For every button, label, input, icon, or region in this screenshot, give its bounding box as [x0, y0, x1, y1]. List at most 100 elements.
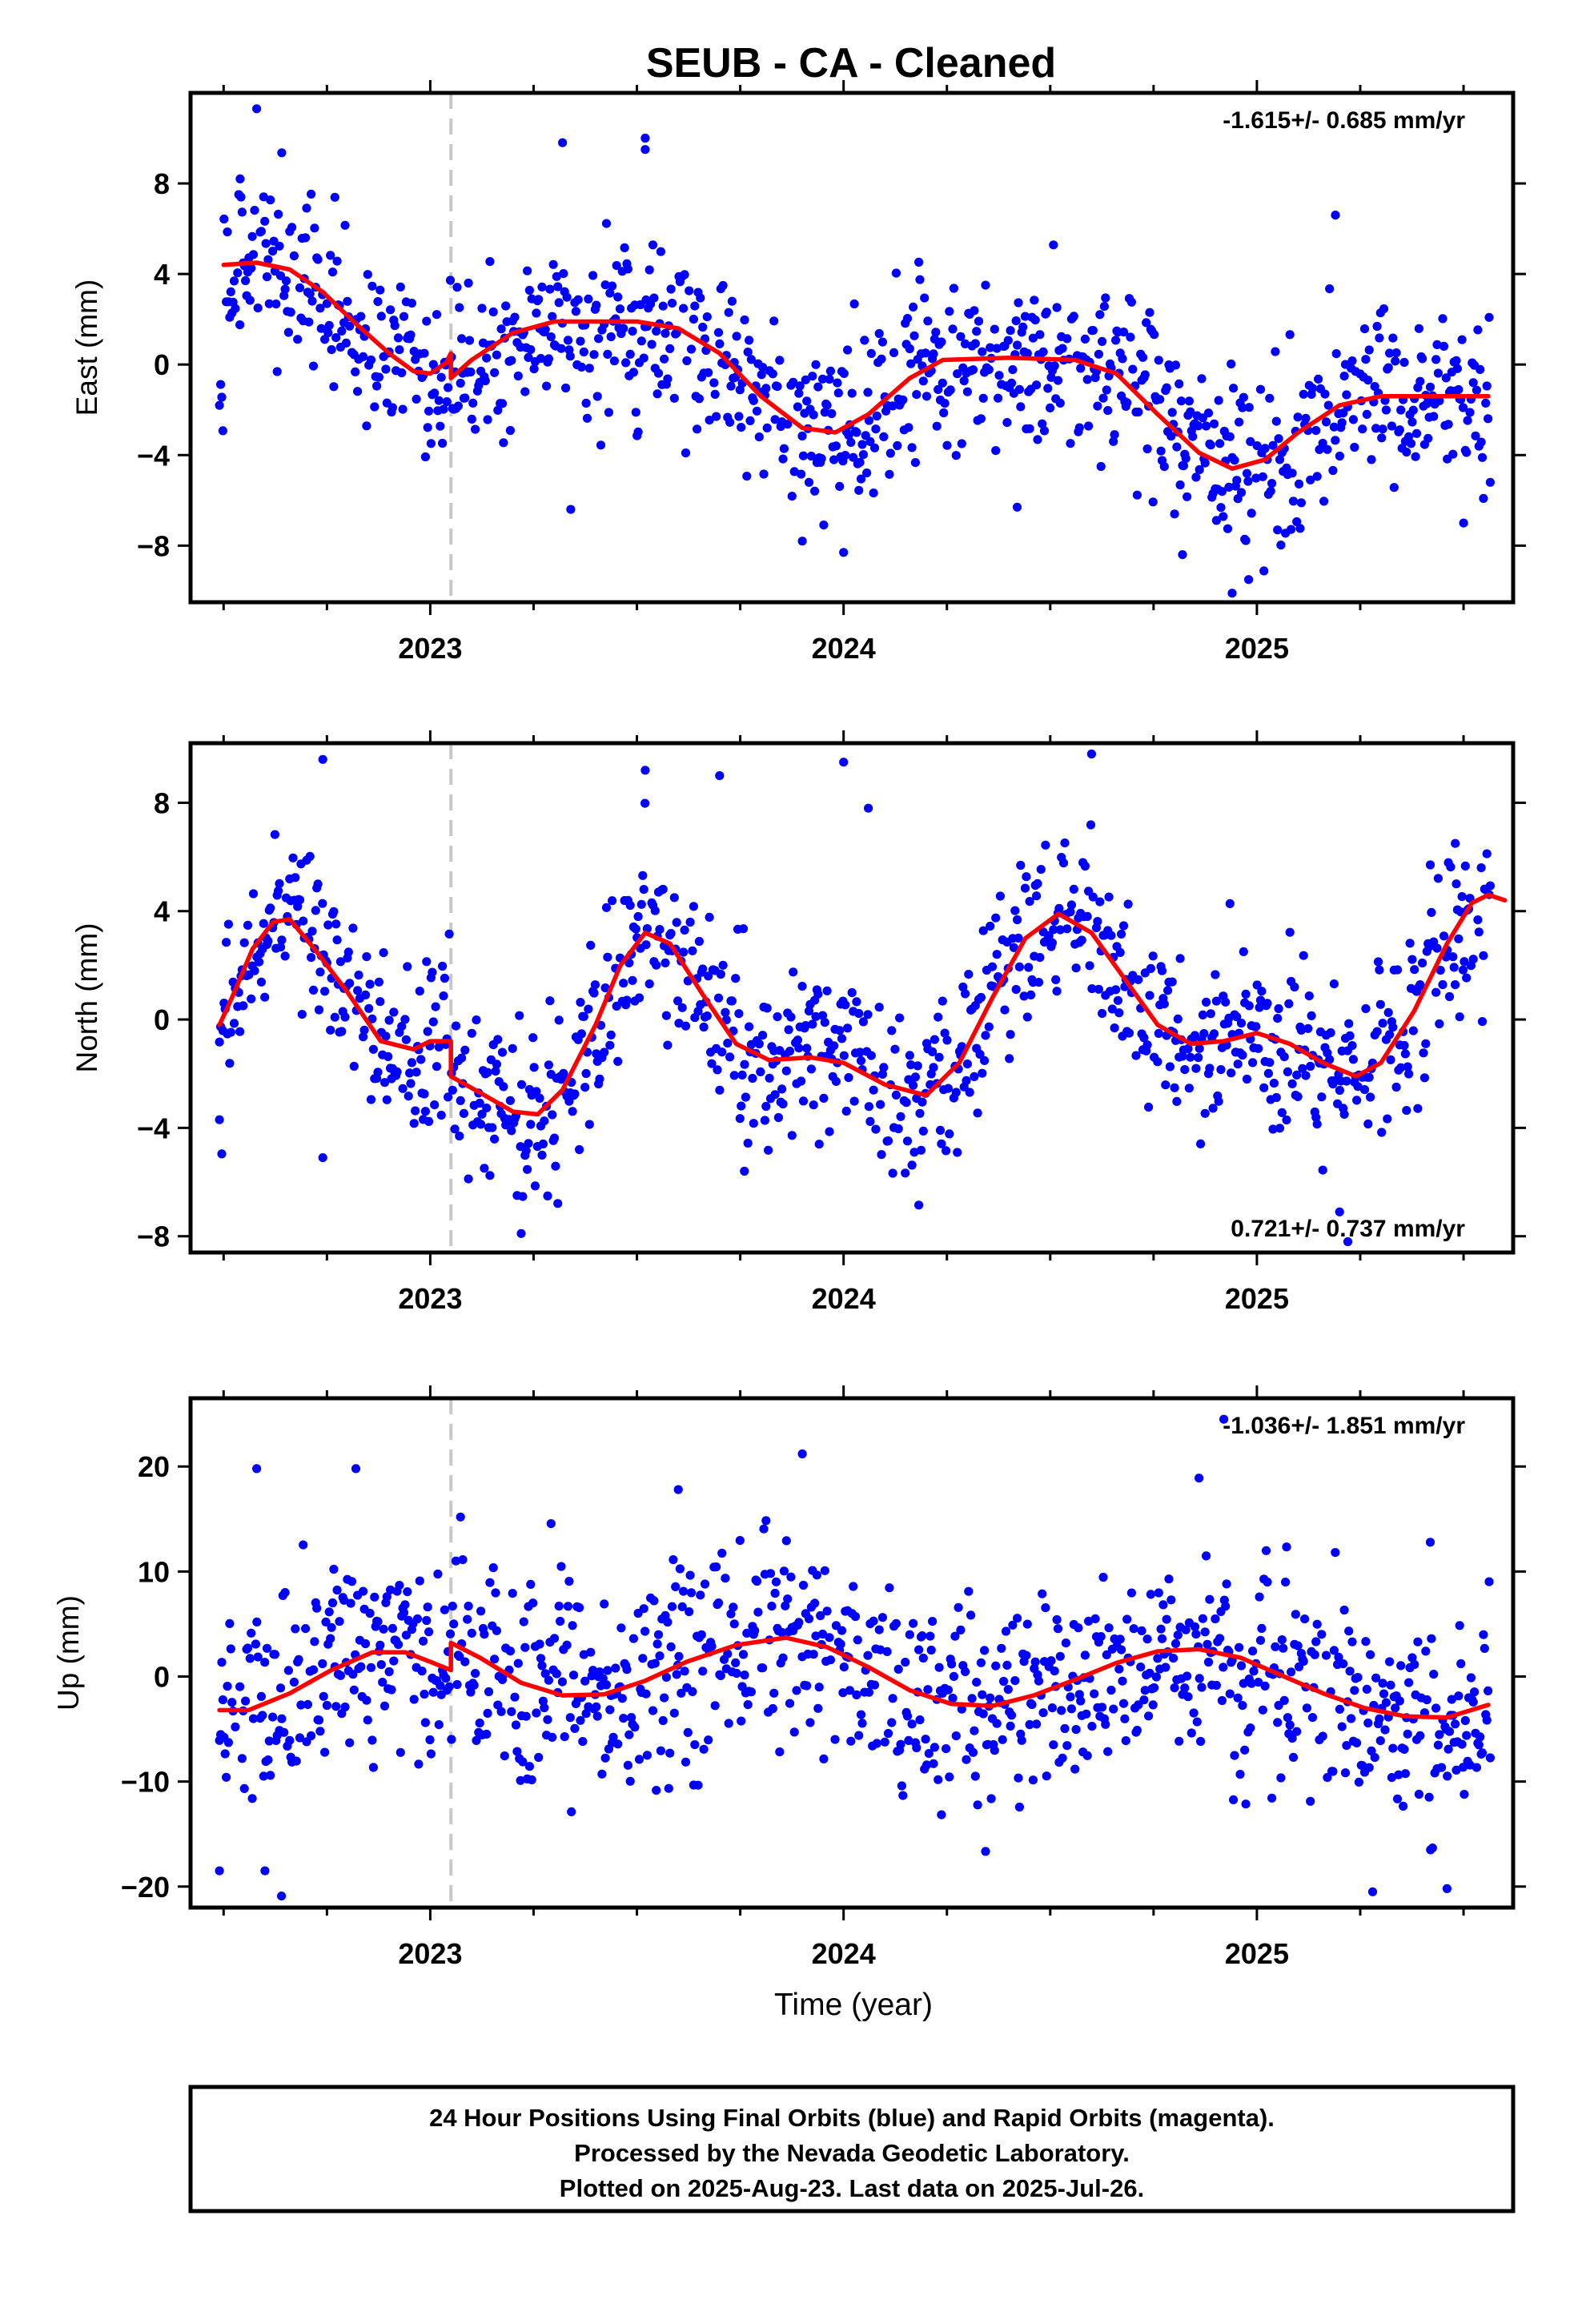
y-tick-label: 0	[154, 1003, 170, 1036]
position-point	[1378, 1019, 1387, 1028]
position-point	[666, 929, 676, 939]
position-point	[640, 1626, 650, 1636]
position-point	[642, 1751, 652, 1760]
position-point	[1254, 1043, 1263, 1053]
position-point	[658, 1715, 668, 1726]
y-tick-label: 4	[154, 895, 170, 928]
position-point	[1211, 1614, 1220, 1624]
position-point	[1113, 995, 1122, 1005]
position-point	[846, 1736, 856, 1746]
position-point	[436, 372, 446, 382]
position-point	[1195, 1043, 1204, 1053]
position-point	[1126, 1588, 1136, 1598]
position-point	[860, 336, 869, 345]
position-point	[1435, 396, 1444, 406]
position-point	[1283, 1067, 1292, 1076]
position-point	[825, 1127, 834, 1136]
position-point	[434, 396, 444, 405]
position-point	[1156, 446, 1166, 456]
position-point	[934, 1012, 943, 1022]
position-point	[1076, 1696, 1086, 1706]
position-point	[343, 947, 353, 957]
position-point	[1386, 1680, 1395, 1690]
y-tick-label: 20	[138, 1450, 170, 1483]
position-point	[1020, 312, 1030, 321]
position-point	[740, 1166, 749, 1176]
position-point	[1082, 911, 1092, 921]
position-point	[978, 926, 988, 935]
position-point	[348, 923, 358, 933]
position-point	[252, 1464, 262, 1474]
position-point	[247, 1628, 256, 1638]
position-point	[420, 452, 431, 462]
position-point	[1484, 1577, 1494, 1586]
position-point	[1375, 999, 1385, 1009]
position-point	[496, 1707, 506, 1716]
position-point	[480, 1164, 489, 1173]
position-point	[652, 1786, 661, 1795]
position-point	[1337, 1722, 1347, 1731]
position-point	[1339, 1659, 1348, 1669]
position-point	[898, 1791, 908, 1800]
position-point	[1235, 417, 1244, 427]
position-point	[628, 1634, 639, 1643]
position-point	[1404, 432, 1414, 441]
position-point	[1106, 931, 1116, 940]
position-point	[404, 1092, 413, 1101]
position-point	[359, 352, 368, 361]
position-point	[1293, 1641, 1303, 1651]
position-point	[307, 927, 317, 936]
position-point	[1431, 987, 1441, 997]
position-point	[1159, 999, 1169, 1009]
position-point	[370, 1592, 379, 1602]
position-point	[943, 1685, 953, 1695]
position-point	[1111, 336, 1121, 345]
position-point	[351, 367, 360, 376]
position-point	[984, 1022, 994, 1031]
position-point	[343, 296, 352, 306]
x-tick-label: 2024	[812, 1937, 876, 1970]
position-point	[438, 438, 448, 448]
position-point	[726, 1609, 736, 1618]
position-point	[798, 1096, 809, 1106]
position-point	[1098, 1703, 1107, 1712]
position-point	[698, 322, 708, 332]
position-point	[407, 299, 416, 308]
position-point	[407, 1058, 416, 1068]
position-point	[992, 344, 1002, 353]
position-point	[1484, 1686, 1493, 1695]
position-point	[1030, 1657, 1040, 1667]
position-point	[1396, 405, 1406, 415]
position-point	[1154, 1588, 1163, 1598]
position-point	[424, 1627, 434, 1637]
position-point	[1389, 483, 1399, 493]
position-point	[526, 1579, 536, 1589]
position-point	[329, 382, 339, 392]
position-point	[1362, 1684, 1371, 1694]
position-point	[876, 1100, 885, 1109]
position-point	[1350, 442, 1359, 452]
position-point	[588, 271, 598, 280]
position-point	[683, 1727, 693, 1737]
position-point	[738, 924, 749, 934]
position-point	[1257, 1623, 1267, 1633]
position-point	[331, 919, 341, 929]
position-point	[565, 1713, 575, 1723]
position-point	[466, 1687, 476, 1697]
position-point	[403, 962, 412, 971]
position-point	[1477, 452, 1488, 462]
position-point	[650, 1659, 660, 1668]
position-point	[302, 203, 311, 213]
position-point	[915, 1715, 925, 1725]
position-point	[619, 324, 628, 333]
position-point	[1342, 1741, 1351, 1751]
position-point	[1244, 1001, 1254, 1011]
position-point	[584, 1120, 594, 1129]
position-point	[986, 1693, 995, 1703]
position-point	[1242, 468, 1252, 478]
position-point	[459, 1108, 469, 1118]
position-point	[1291, 1610, 1300, 1619]
position-point	[411, 1106, 420, 1116]
position-point	[417, 1667, 427, 1676]
position-point	[1318, 1165, 1327, 1175]
